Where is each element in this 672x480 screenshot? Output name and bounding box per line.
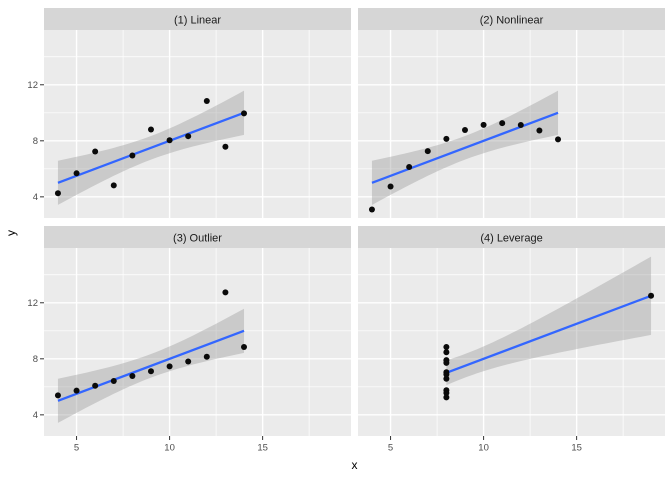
y-axis-tick-label: 4 <box>33 410 38 421</box>
facet-strip <box>358 226 665 248</box>
facet-strip <box>44 8 351 30</box>
regression-line <box>371 111 559 184</box>
data-point <box>443 394 450 401</box>
data-point <box>73 387 80 394</box>
y-axis-tick-label: 12 <box>27 298 38 309</box>
x-axis-tick-label: 5 <box>388 443 393 454</box>
x-axis-tick-label: 10 <box>478 443 489 454</box>
facet-strip-label: (3) Outlier <box>173 233 222 245</box>
x-axis-tick-label: 15 <box>571 443 582 454</box>
data-point <box>387 183 394 190</box>
data-point <box>536 127 543 134</box>
data-point <box>73 170 80 177</box>
facet-strip-label: (1) Linear <box>174 15 221 27</box>
data-point <box>222 289 229 296</box>
y-axis-tick-label: 12 <box>27 80 38 91</box>
data-point <box>166 363 173 370</box>
data-point <box>129 373 136 380</box>
data-point <box>443 389 450 396</box>
x-axis-tick-label: 10 <box>164 443 175 454</box>
y-axis-tick-label: 8 <box>33 136 38 147</box>
panel-background <box>358 30 665 218</box>
data-point <box>147 368 154 375</box>
data-point <box>368 206 375 213</box>
data-point <box>648 292 655 299</box>
data-point <box>443 375 450 382</box>
data-point <box>443 371 450 378</box>
data-point <box>443 344 450 351</box>
facet-strip-label: (4) Leverage <box>480 233 542 245</box>
regression-line <box>445 294 652 374</box>
facet-strip-label: (2) Nonlinear <box>480 15 544 27</box>
data-point <box>54 392 61 399</box>
x-axis-tick-label: 5 <box>74 443 79 454</box>
data-point <box>499 120 506 127</box>
data-point <box>203 353 210 360</box>
panel-background <box>44 248 351 436</box>
data-point <box>241 344 248 351</box>
y-axis-title: y <box>4 230 18 236</box>
panel-background <box>44 30 351 218</box>
data-point <box>424 148 431 155</box>
data-point <box>222 143 229 150</box>
facet-panel-1: (1) Linear <box>44 8 351 218</box>
x-axis-title: x <box>352 458 358 472</box>
data-point <box>147 126 154 133</box>
data-point <box>443 357 450 364</box>
data-point <box>480 121 487 128</box>
data-point <box>110 377 117 384</box>
regression-line <box>57 111 245 184</box>
data-point <box>54 190 61 197</box>
data-point <box>241 110 248 117</box>
facet-strip <box>44 226 351 248</box>
y-axis-tick-label: 8 <box>33 354 38 365</box>
data-point <box>110 182 117 189</box>
panel-background <box>358 248 665 436</box>
facet-panel-4: (4) Leverage <box>358 226 665 436</box>
data-point <box>461 127 468 134</box>
data-point <box>406 164 413 171</box>
data-point <box>92 382 99 389</box>
data-point <box>555 136 562 143</box>
data-point <box>185 133 192 140</box>
y-axis-tick-label: 4 <box>33 192 38 203</box>
data-point <box>166 137 173 144</box>
facet-panel-3: (3) Outlier <box>44 226 351 436</box>
facet-panel-2: (2) Nonlinear <box>358 8 665 218</box>
data-point <box>185 358 192 365</box>
regression-line <box>57 329 245 402</box>
data-point <box>443 135 450 142</box>
data-point <box>203 98 210 105</box>
data-point <box>517 121 524 128</box>
x-axis-tick-label: 15 <box>257 443 268 454</box>
facet-strip <box>358 8 665 30</box>
data-point <box>92 148 99 155</box>
data-point <box>129 152 136 159</box>
data-point <box>443 349 450 356</box>
